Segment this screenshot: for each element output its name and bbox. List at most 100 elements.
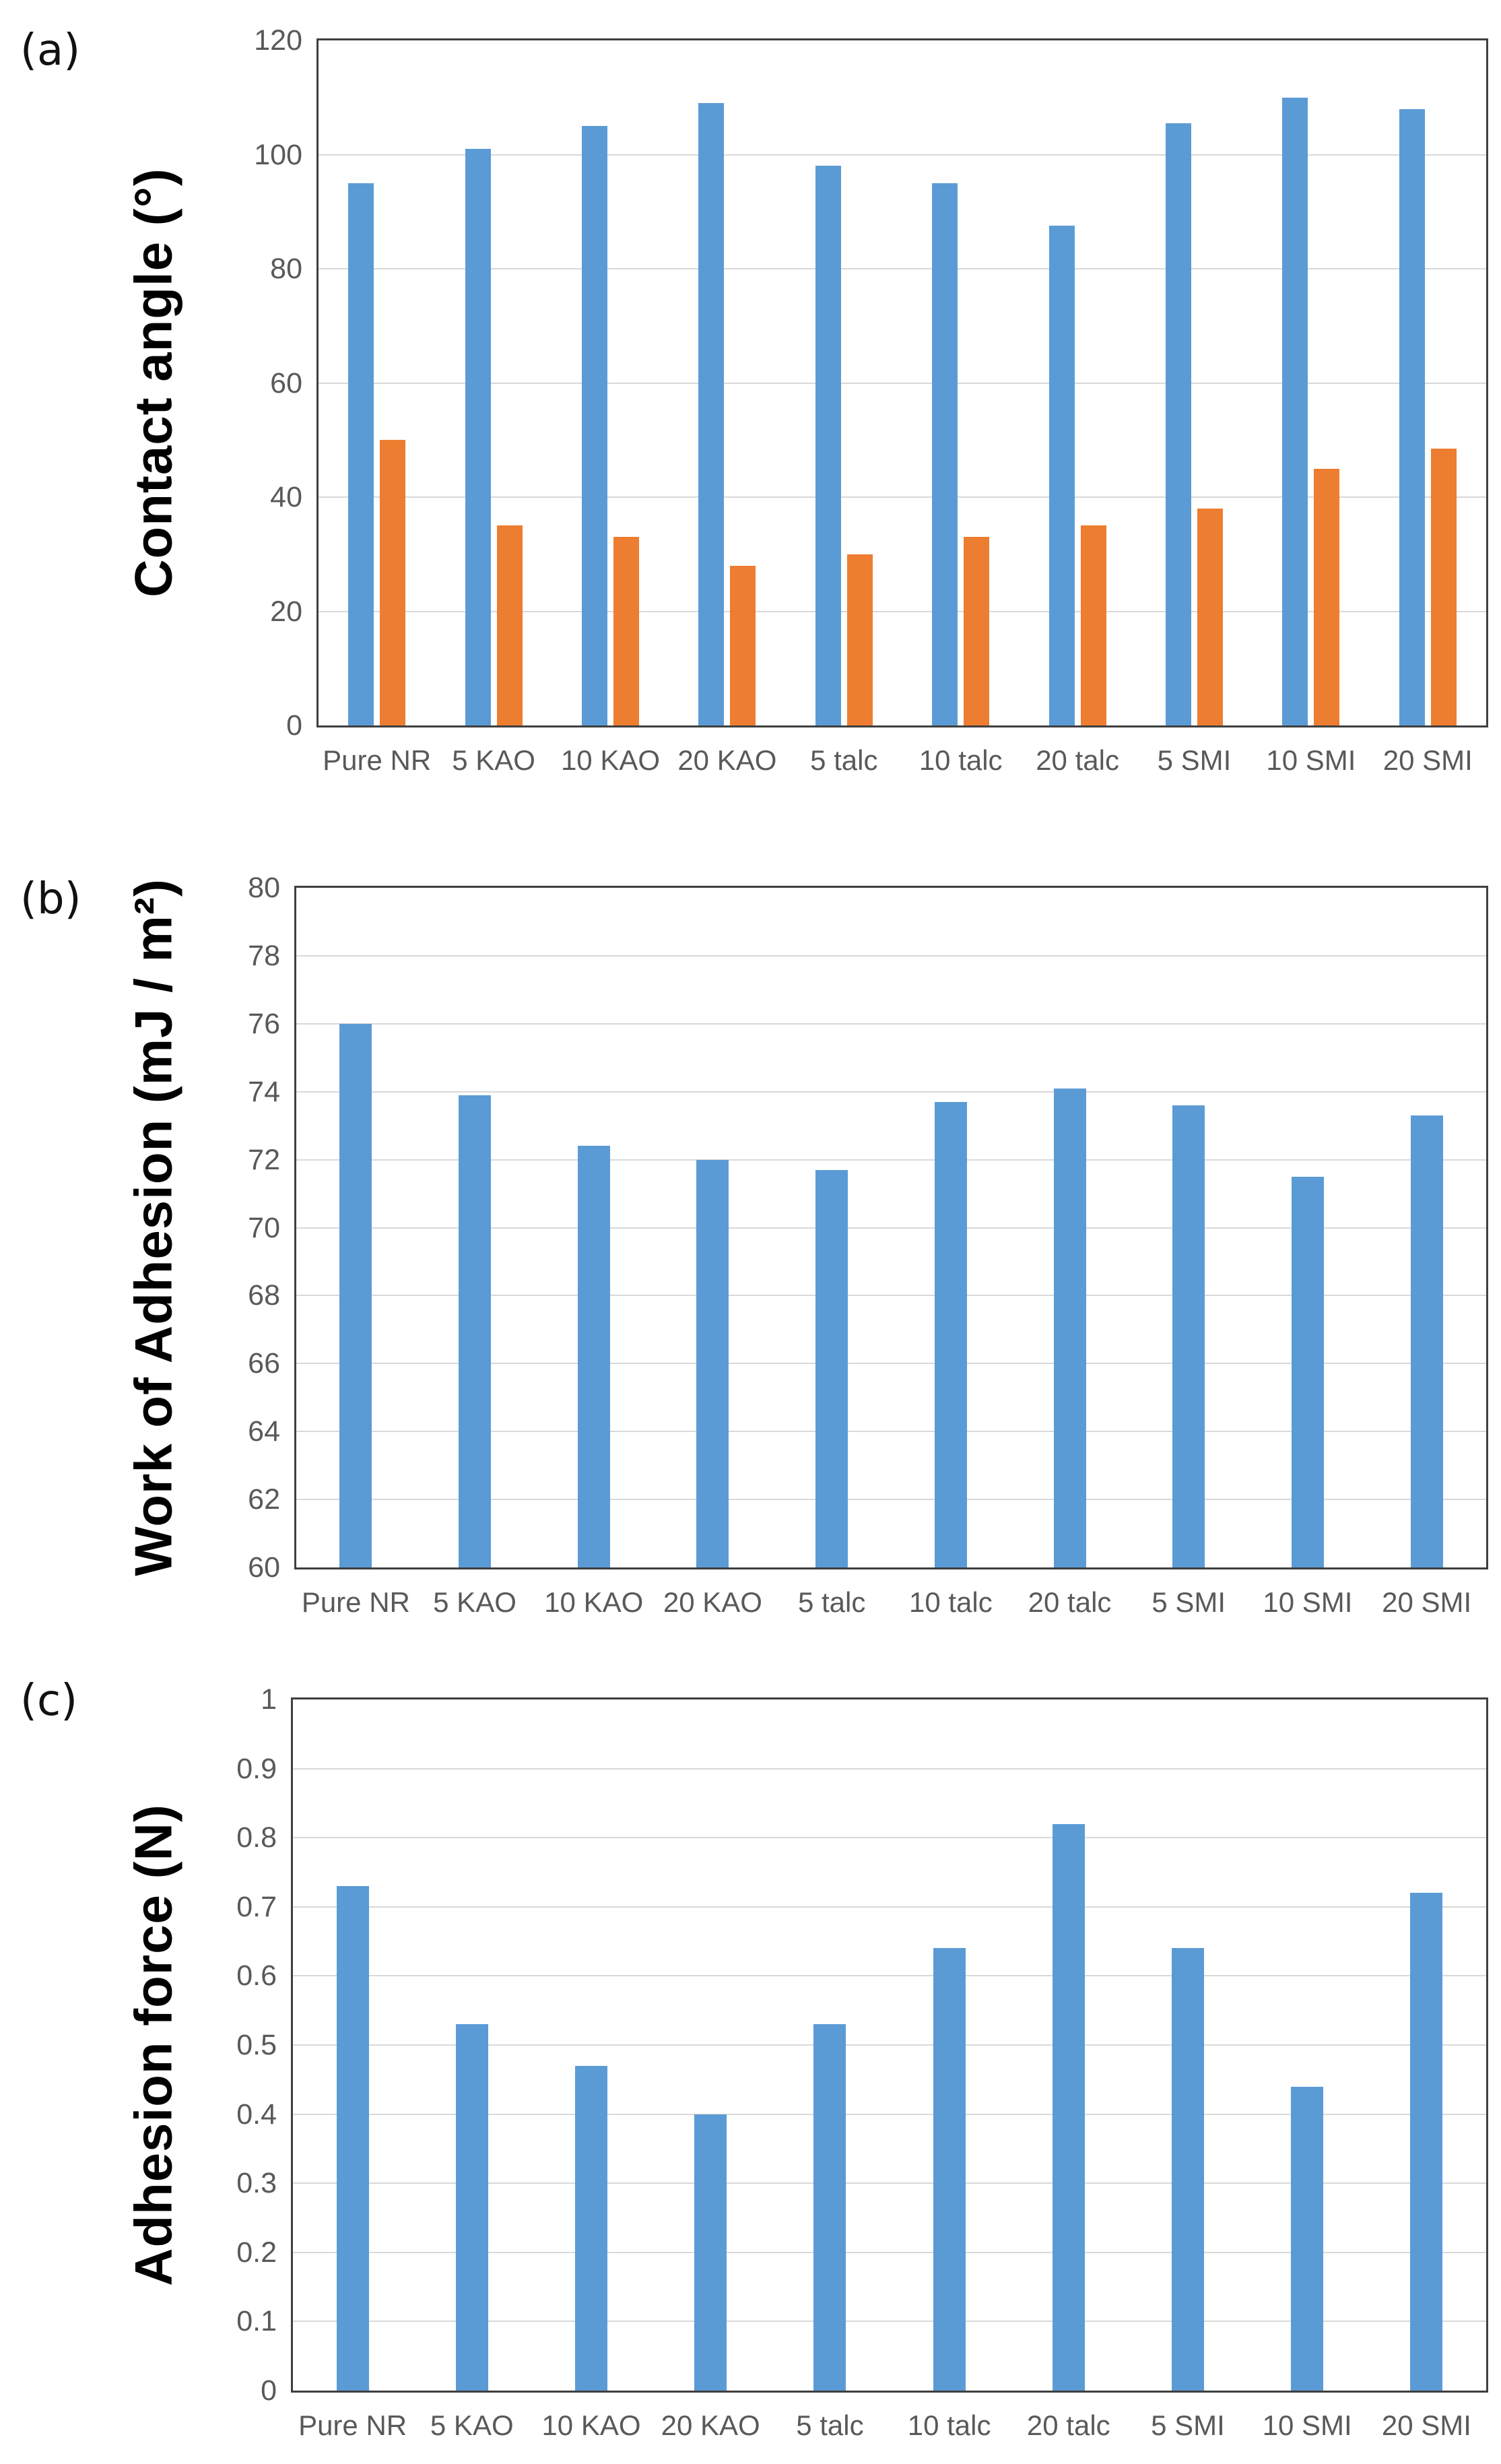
x-tick-label: 20 SMI [1382, 1586, 1472, 1618]
bar-blue-series [813, 2024, 846, 2391]
bar-blue-series [698, 103, 725, 725]
x-tick-label: 10 KAO [560, 744, 661, 776]
gridline [293, 1837, 1486, 1839]
bar-orange-series [380, 440, 406, 725]
gridline [296, 954, 1486, 957]
bar-blue-series [336, 1886, 369, 2391]
x-tick-label: 10 SMI [1262, 2409, 1352, 2441]
x-tick-label: 20 SMI [1382, 744, 1473, 776]
gridline [296, 1091, 1486, 1093]
x-tick-label: 5 KAO [452, 744, 535, 776]
x-tick-label: 5 talc [796, 2409, 864, 2441]
y-axis-title-work-of-adhesion: Work of Adhesion (mJ / m²) [123, 878, 183, 1576]
y-tick-label: 76 [248, 1007, 280, 1040]
gridline [319, 610, 1486, 612]
y-tick-label: 0.1 [236, 2305, 277, 2338]
y-tick-label: 66 [248, 1347, 280, 1380]
y-tick-label: 0.7 [236, 1890, 277, 1923]
x-tick-label: 5 talc [810, 744, 878, 776]
x-tick-label: 20 SMI [1381, 2409, 1471, 2441]
x-tick-label: 5 SMI [1152, 1586, 1226, 1618]
gridline [293, 2044, 1486, 2046]
y-tick-label: 100 [254, 138, 302, 171]
plot-area-work-of-adhesion: 60 62 64 66 68 70 72 74 76 78 80 Pure NR 5 KAO 10 KAO… [248, 872, 1488, 1618]
x-tick-label: 5 talc [797, 1586, 866, 1618]
x-tick-label: Pure NR [323, 744, 432, 776]
bar-orange-series [730, 565, 756, 725]
gridline [293, 2182, 1486, 2184]
bar-blue-series [932, 183, 958, 725]
y-tick-label: 1 [261, 1683, 277, 1716]
bar-blue-series [1052, 1823, 1085, 2391]
y-tick-label: 62 [248, 1483, 280, 1516]
x-tick-label: 20 KAO [663, 1586, 762, 1618]
bar-blue-series [339, 1023, 372, 1567]
bar-blue-series [815, 1169, 848, 1567]
bar-blue-series [459, 1095, 492, 1567]
bar-blue-series [575, 2065, 607, 2391]
x-tick-label: 5 SMI [1151, 2409, 1225, 2441]
panel-b-label: (b) [20, 874, 81, 924]
bar-blue-series [1410, 1115, 1443, 1567]
bar-blue-series [1410, 1893, 1443, 2391]
y-tick-label: 40 [270, 481, 302, 513]
panel-c-label: (c) [20, 1676, 78, 1726]
bar-blue-series [1048, 226, 1075, 725]
plot-area-contact-angle: 0 20 40 60 80 100 120 Pure NR 5 KAO 10 KAO 20 KAO 5… [254, 24, 1488, 776]
y-tick-label: 70 [248, 1211, 280, 1244]
y-tick-label: 0 [286, 709, 302, 742]
gridline [319, 154, 1486, 156]
y-tick-label: 0.4 [236, 2098, 277, 2131]
x-tick-label: 10 SMI [1263, 1586, 1353, 1618]
bar-blue-series [696, 1159, 729, 1567]
gridline [293, 2321, 1486, 2323]
x-tick-label: 5 KAO [433, 1586, 516, 1618]
gridline [293, 2113, 1486, 2115]
bar-blue-series [1166, 123, 1191, 725]
x-tick-label: 10 KAO [544, 1586, 644, 1618]
gridline [296, 1227, 1486, 1229]
x-tick-label: Pure NR [301, 1586, 410, 1618]
gridline [293, 1768, 1486, 1770]
x-tick-label: 20 KAO [677, 744, 777, 776]
bar-blue-series [933, 1948, 966, 2391]
bar-orange-series [496, 525, 523, 725]
x-tick-label: 5 KAO [430, 2409, 514, 2441]
bar-blue-series [582, 126, 607, 725]
gridline [293, 2251, 1486, 2253]
panel-a-label: (a) [20, 26, 81, 75]
bar-blue-series [1282, 97, 1308, 725]
y-tick-label: 0.6 [236, 1959, 277, 1992]
y-tick-label: 64 [248, 1415, 280, 1448]
y-tick-label: 80 [270, 253, 302, 285]
bar-blue-series [577, 1146, 610, 1567]
x-tick-label: Pure NR [298, 2409, 407, 2441]
y-tick-label: 0.8 [236, 1821, 277, 1854]
y-tick-label: 72 [248, 1143, 280, 1176]
y-tick-label: 78 [248, 939, 280, 972]
plot-area-adhesion-force: 0 0.1 0.2 0.3 0.4 0.5 0.6 0.7 0.8 0.9 1 Pure NR 5 KA… [236, 1683, 1488, 2441]
y-axis-title-contact-angle: Contact angle (°) [123, 168, 183, 597]
gridline [296, 1295, 1486, 1297]
y-tick-label: 0.9 [236, 1752, 277, 1785]
bar-blue-series [1291, 1176, 1324, 1567]
gridline [293, 1906, 1486, 1908]
x-tick-label: 10 KAO [541, 2409, 641, 2441]
x-tick-label: 20 KAO [661, 2409, 760, 2441]
gridline [296, 1159, 1486, 1161]
bar-blue-series [694, 2114, 727, 2391]
bar-orange-series [613, 537, 639, 725]
bar-orange-series [1430, 448, 1457, 725]
bar-blue-series [1399, 108, 1425, 725]
y-tick-label: 20 [270, 595, 302, 628]
bar-orange-series [1197, 508, 1223, 725]
x-tick-label: 10 talc [908, 1586, 993, 1618]
y-tick-label: 68 [248, 1279, 280, 1312]
bar-blue-series [1291, 2086, 1324, 2391]
x-tick-label: 10 SMI [1266, 744, 1356, 776]
gridline [296, 1363, 1486, 1365]
gridline [319, 382, 1486, 384]
bar-orange-series [1080, 525, 1106, 725]
y-tick-label: 0.2 [236, 2236, 277, 2269]
gridline [293, 1975, 1486, 1977]
